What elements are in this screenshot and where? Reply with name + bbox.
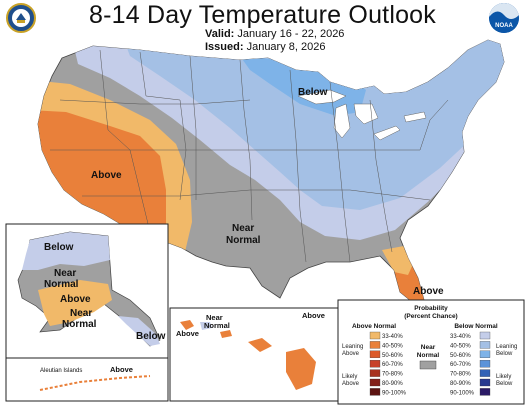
lake-michigan — [333, 103, 351, 139]
state-lines — [50, 49, 449, 263]
legend-above-swatch — [369, 378, 381, 387]
page-title: 8-14 Day Temperature Outlook — [89, 1, 436, 29]
aleutian-inset: Aleutian Islands Above — [5, 357, 169, 402]
label-aleutian-title: Aleutian Islands — [40, 368, 82, 374]
legend-below-range: 70-80% — [450, 372, 471, 378]
legend-below-range: 80-90% — [450, 381, 471, 387]
probability-legend: Probability (Percent Chance) Above Norma… — [337, 299, 525, 405]
legend-below-swatch — [479, 341, 491, 349]
label-alaska-below: Below — [44, 242, 74, 253]
legend-below-swatch — [479, 350, 491, 358]
legend-above-swatch — [369, 360, 381, 368]
legend-likely-below-1: Likely — [496, 374, 511, 380]
lake-erie — [373, 125, 401, 141]
svg-text:NOAA: NOAA — [495, 23, 513, 29]
zone-florida-above-light — [382, 246, 414, 275]
valid-line: Valid: January 16 - 22, 2026 — [205, 28, 344, 40]
label-aleutian-above: Above — [110, 365, 133, 374]
legend-below-swatch — [479, 369, 491, 377]
legend-above-swatch — [369, 350, 381, 358]
issued-label: Issued: — [205, 41, 244, 53]
valid-label: Valid: — [205, 28, 235, 40]
legend-below-range: 60-70% — [450, 362, 471, 368]
label-conus-above: Above — [91, 170, 122, 181]
label-hawaii-near-line1: Near — [206, 313, 223, 322]
legend-above-header: Above Normal — [352, 323, 396, 330]
label-conus-near-line1: Near — [232, 223, 254, 234]
legend-below-range: 90-100% — [450, 390, 475, 396]
label-florida-above: Above — [413, 286, 444, 297]
legend-below-range: 50-60% — [450, 353, 471, 359]
alaska-inset: Below Near Normal Above Near Normal Belo… — [5, 223, 169, 359]
legend-below-header: Below Normal — [454, 323, 498, 330]
legend-above-range: 60-70% — [382, 362, 403, 368]
legend-likely-below-2: Below — [496, 381, 513, 387]
legend-above-range: 70-80% — [382, 372, 403, 378]
label-hawaii-above-east: Above — [302, 311, 325, 320]
legend-above-range: 80-90% — [382, 381, 403, 387]
legend-above-swatch — [369, 341, 381, 349]
legend-above-swatch — [369, 331, 381, 340]
legend-above-range: 50-60% — [382, 353, 403, 359]
label-hawaii-near-line2: Normal — [204, 321, 230, 330]
valid-value: January 16 - 22, 2026 — [237, 28, 345, 40]
legend-below-swatch — [479, 360, 491, 368]
legend-above-range: 33-40% — [382, 334, 403, 340]
legend-likely-above-1: Likely — [342, 374, 357, 380]
label-alaska-near-line1: Near — [54, 268, 76, 279]
legend-below-swatch — [479, 388, 491, 396]
legend-near-swatch — [419, 360, 437, 370]
label-alaska-se-below: Below — [136, 331, 166, 342]
legend-above-swatch — [369, 388, 381, 396]
legend-likely-above-2: Above — [342, 381, 360, 387]
legend-near-line1: Near — [421, 344, 436, 351]
legend-above-swatch — [369, 369, 381, 377]
issued-value: January 8, 2026 — [246, 41, 326, 53]
noaa-logo-icon: NOAA — [489, 3, 519, 33]
legend-leaning-above-2: Above — [342, 351, 360, 357]
legend-near-line2: Normal — [417, 352, 440, 359]
label-conus-below: Below — [298, 87, 328, 98]
label-alaska-sw-near-line2: Normal — [62, 319, 97, 330]
issued-line: Issued: January 8, 2026 — [205, 41, 325, 53]
label-conus-near-line2: Normal — [226, 235, 261, 246]
legend-below-swatch — [479, 331, 491, 340]
legend-leaning-below-1: Leaning — [496, 344, 517, 350]
legend-above-range: 40-50% — [382, 343, 403, 349]
legend-below-range: 40-50% — [450, 343, 471, 349]
lake-ontario — [403, 111, 427, 123]
legend-title-line1: Probability — [414, 305, 448, 312]
label-hawaii-above-west: Above — [176, 329, 199, 338]
legend-rows: 33-40% 33-40% 40-50% 40-50% 50-60% 50-60% 60-7… — [369, 331, 491, 396]
legend-title-line2: (Percent Chance) — [404, 313, 457, 320]
hawaii-inset: Near Normal Above Above — [169, 307, 339, 402]
legend-above-range: 90-100% — [382, 390, 407, 396]
label-alaska-sw-near-line1: Near — [70, 308, 92, 319]
legend-below-swatch — [479, 378, 491, 387]
label-alaska-near-line2: Normal — [44, 279, 79, 290]
lake-superior — [297, 89, 347, 105]
legend-below-range: 33-40% — [450, 334, 471, 340]
commerce-seal-icon — [6, 3, 36, 33]
label-alaska-above: Above — [60, 294, 91, 305]
legend-leaning-below-2: Below — [496, 351, 513, 357]
legend-leaning-above-1: Leaning — [342, 344, 363, 350]
